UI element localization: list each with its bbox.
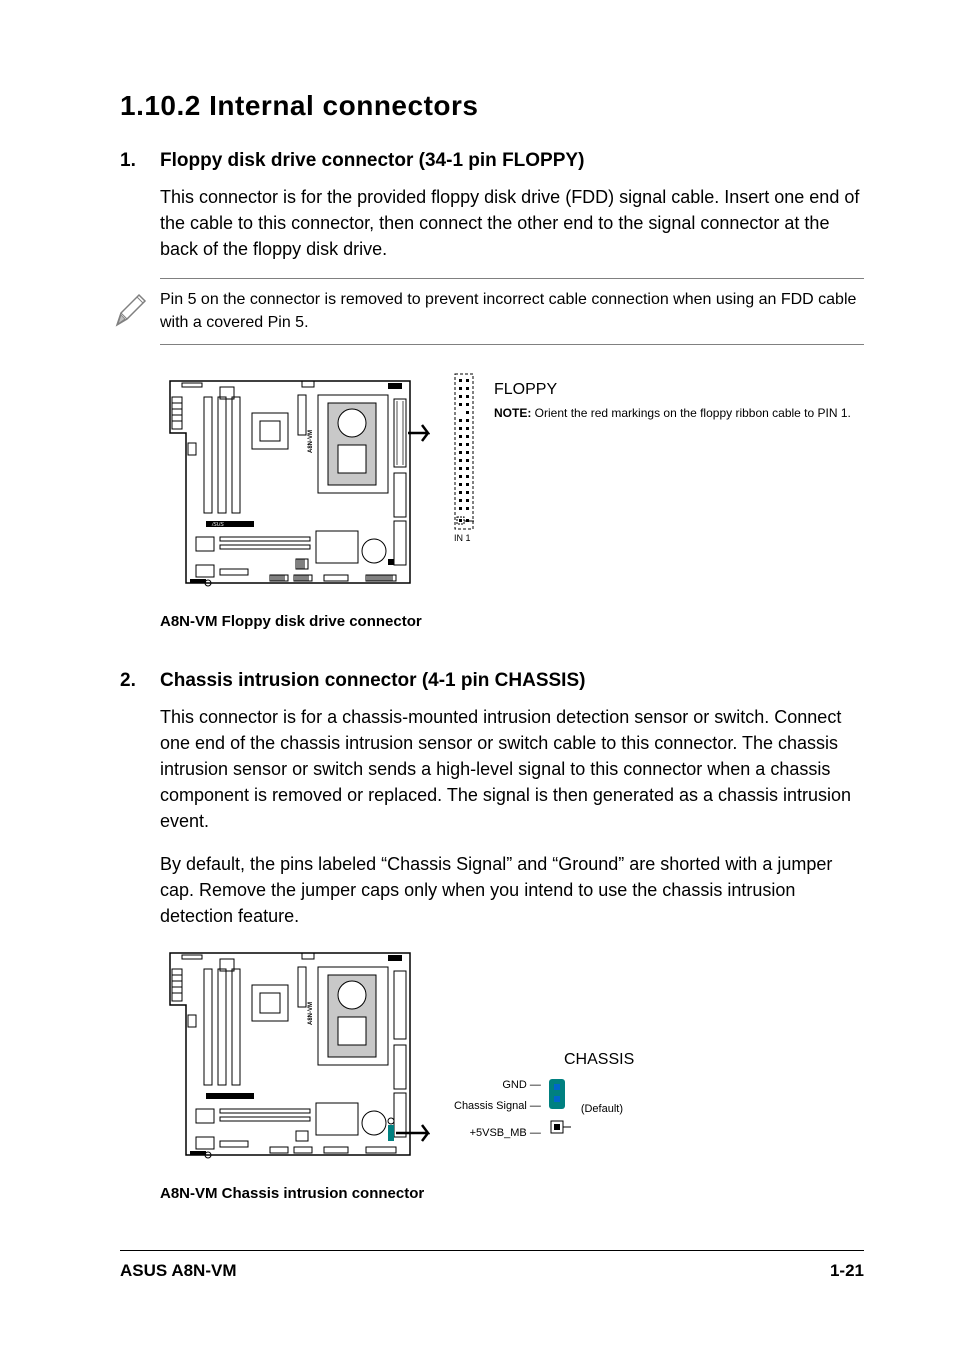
page-footer: ASUS A8N-VM 1-21 [120,1250,864,1281]
gnd-label: GND — [454,1075,541,1096]
svg-text:A8N-VM: A8N-VM [308,1002,314,1025]
floppy-connector-detail: PIN 1 [454,373,474,543]
section-heading: Internal connectors [209,90,478,121]
motherboard-diagram-floppy: A8N-VM /SUS [160,373,430,603]
footer-right: 1-21 [830,1261,864,1281]
chassis-diagram: A8N-VM [160,945,864,1175]
floppy-detail: PIN 1 FLOPPY NOTE: Orient the red markin… [454,373,851,543]
section-number: 1.10.2 [120,90,201,121]
item-2-body1: This connector is for a chassis-mounted … [160,704,864,834]
svg-text:/SUS: /SUS [211,522,224,528]
footer-left: ASUS A8N-VM [120,1261,237,1281]
note-bold: NOTE: [494,406,531,420]
default-label: (Default) [581,1103,623,1115]
signal-label: Chassis Signal — [454,1096,541,1117]
item-2-number: 2. [120,670,160,692]
pin1-label: PIN 1 [454,533,471,543]
chassis-caption: A8N-VM Chassis intrusion connector [160,1185,864,1202]
item-2-header: 2. Chassis intrusion connector (4-1 pin … [120,670,864,692]
chassis-detail: CHASSIS GND — Chassis Signal — +5VSB_MB … [454,945,634,1144]
note-block: Pin 5 on the connector is removed to pre… [160,278,864,345]
item-2-title: Chassis intrusion connector (4-1 pin CHA… [160,670,585,692]
pencil-note-icon [108,289,156,331]
item-1-number: 1. [120,150,160,172]
note-text: Pin 5 on the connector is removed to pre… [160,289,864,334]
floppy-caption: A8N-VM Floppy disk drive connector [160,613,864,630]
floppy-diagram: A8N-VM /SUS [160,373,864,603]
chassis-pin-labels: GND — Chassis Signal — +5VSB_MB — [454,1075,541,1144]
item-2-body2: By default, the pins labeled “Chassis Si… [160,851,864,929]
vsb-label: +5VSB_MB — [454,1123,541,1144]
chassis-connector-detail [547,1077,571,1141]
floppy-label: FLOPPY [494,381,851,399]
item-1-body: This connector is for the provided flopp… [160,184,864,262]
svg-text:A8N-VM: A8N-VM [308,430,314,453]
section-title: 1.10.2 Internal connectors [120,90,864,122]
floppy-orient-note: NOTE: Orient the red markings on the flo… [494,405,851,421]
motherboard-diagram-chassis: A8N-VM [160,945,430,1175]
item-1-title: Floppy disk drive connector (34-1 pin FL… [160,150,584,172]
item-1-header: 1. Floppy disk drive connector (34-1 pin… [120,150,864,172]
chassis-label: CHASSIS [564,1051,634,1069]
note-rest: Orient the red markings on the floppy ri… [531,406,851,420]
